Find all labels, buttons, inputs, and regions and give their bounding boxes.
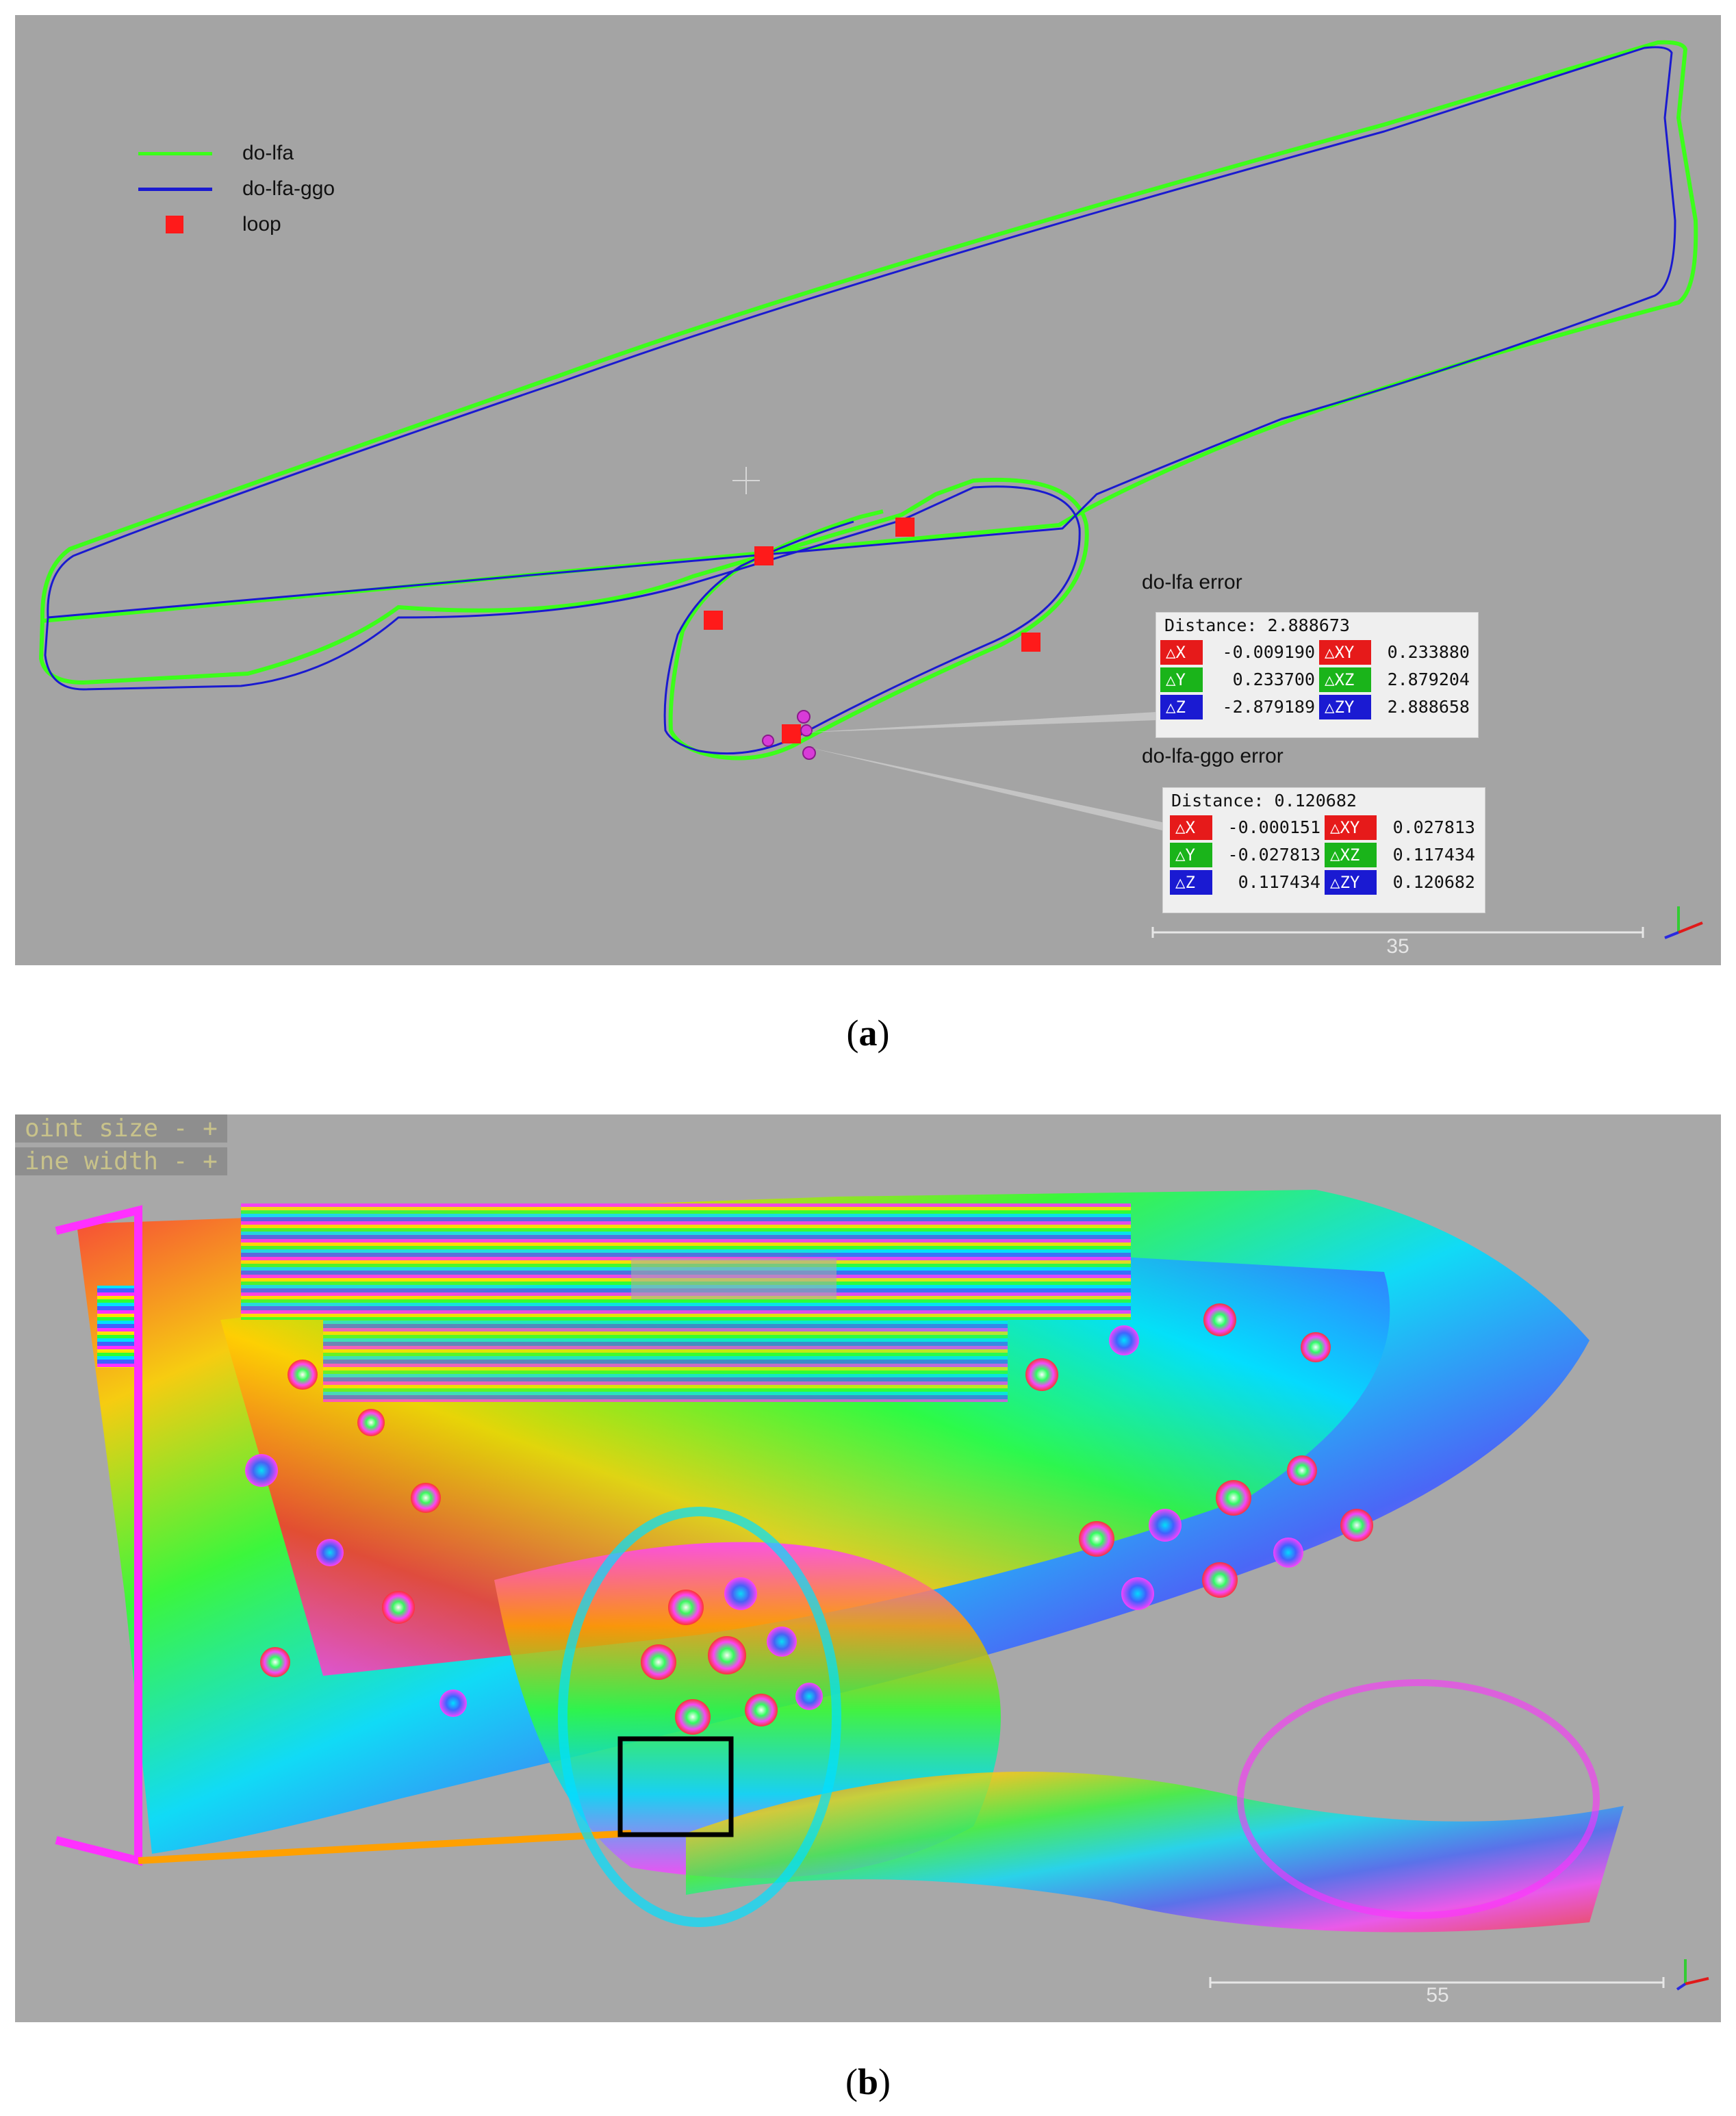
axis-gizmo bbox=[1664, 906, 1703, 939]
error-title: do-lfa-ggo error bbox=[1142, 745, 1284, 767]
trajectory-canvas[interactable] bbox=[15, 15, 1721, 965]
delta-y-label: △Y bbox=[1160, 667, 1203, 692]
point-size-control[interactable]: oint size - + bbox=[15, 1114, 227, 1143]
delta-x-label: △X bbox=[1160, 640, 1203, 665]
delta-y-label: △Y bbox=[1170, 843, 1212, 867]
delta-x-label: △X bbox=[1170, 815, 1212, 840]
error-row: △Y 0.233700 △XZ 2.879204 bbox=[1156, 667, 1478, 692]
delta-xz-label: △XZ bbox=[1325, 843, 1377, 867]
caption-letter: a bbox=[858, 1012, 878, 1054]
delta-zy-value: 2.888658 bbox=[1387, 697, 1470, 717]
delta-y-value: -0.027813 bbox=[1227, 845, 1320, 865]
highlight-box bbox=[617, 1736, 734, 1837]
scale-bar-label: 35 bbox=[1386, 935, 1409, 958]
error-leader-lines bbox=[804, 712, 1165, 831]
legend-swatch bbox=[138, 152, 212, 155]
delta-xz-label: △XZ bbox=[1319, 667, 1371, 692]
delta-xy-label: △XY bbox=[1319, 640, 1371, 665]
scale-bar bbox=[1151, 927, 1644, 938]
delta-z-value: 0.117434 bbox=[1238, 872, 1320, 892]
loop-marker bbox=[782, 724, 801, 743]
delta-xy-value: 0.233880 bbox=[1387, 642, 1470, 662]
legend-label: do-lfa bbox=[242, 142, 294, 164]
line-width-control[interactable]: ine width - + bbox=[15, 1147, 227, 1175]
delta-xy-label: △XY bbox=[1325, 815, 1377, 840]
loop-marker bbox=[1021, 633, 1041, 652]
legend-swatch bbox=[138, 188, 212, 191]
loop-markers bbox=[704, 518, 1041, 743]
do-lfa-trajectory bbox=[39, 40, 1698, 761]
axis-gizmo bbox=[1676, 1959, 1709, 1991]
caption-letter: b bbox=[857, 2061, 879, 2102]
loop-marker bbox=[754, 546, 774, 565]
delta-z-value: -2.879189 bbox=[1222, 697, 1315, 717]
do-lfa-ggo-trajectory bbox=[44, 46, 1676, 755]
error-row: △X -0.009190 △XY 0.233880 bbox=[1156, 640, 1478, 665]
view-center-crosshair bbox=[732, 467, 760, 494]
loop-marker bbox=[704, 611, 723, 630]
legend-label: loop bbox=[242, 213, 281, 235]
loop-marker bbox=[895, 518, 915, 537]
scale-bar-label: 55 bbox=[1426, 1984, 1449, 2006]
legend-swatch bbox=[166, 216, 183, 233]
error-distance: Distance: 2.888673 bbox=[1164, 615, 1350, 635]
delta-z-label: △Z bbox=[1170, 870, 1212, 895]
error-row: △Z 0.117434 △ZY 0.120682 bbox=[1163, 870, 1485, 895]
point-cloud-viewer-panel[interactable]: oint size - + ine width - + 55 bbox=[15, 1114, 1721, 2022]
point-cloud-canvas[interactable] bbox=[15, 1114, 1721, 2022]
delta-zy-label: △ZY bbox=[1325, 870, 1377, 895]
caption-a: (a) bbox=[846, 1012, 890, 1054]
caption-b: (b) bbox=[845, 2061, 891, 2102]
delta-x-value: -0.009190 bbox=[1222, 642, 1315, 662]
delta-xz-value: 2.879204 bbox=[1387, 670, 1470, 689]
error-row: △X -0.000151 △XY 0.027813 bbox=[1163, 815, 1485, 840]
error-row: △Z -2.879189 △ZY 2.888658 bbox=[1156, 695, 1478, 719]
delta-zy-label: △ZY bbox=[1319, 695, 1371, 719]
delta-x-value: -0.000151 bbox=[1227, 817, 1320, 837]
error-box-do-lfa-ggo: Distance: 0.120682 △X -0.000151 △XY 0.02… bbox=[1162, 787, 1485, 913]
delta-xy-value: 0.027813 bbox=[1392, 817, 1475, 837]
trajectory-viewer-panel[interactable]: do-lfa do-lfa-ggo loop do-lfa error Dist… bbox=[15, 15, 1721, 965]
point-cloud-map bbox=[55, 1190, 1624, 1933]
delta-zy-value: 0.120682 bbox=[1392, 872, 1475, 892]
error-title: do-lfa error bbox=[1142, 571, 1242, 594]
delta-z-label: △Z bbox=[1160, 695, 1203, 719]
legend-label: do-lfa-ggo bbox=[242, 177, 335, 200]
delta-xz-value: 0.117434 bbox=[1392, 845, 1475, 865]
error-distance: Distance: 0.120682 bbox=[1171, 791, 1357, 811]
error-box-do-lfa: Distance: 2.888673 △X -0.009190 △XY 0.23… bbox=[1156, 612, 1479, 738]
delta-y-value: 0.233700 bbox=[1232, 670, 1315, 689]
picked-points bbox=[762, 710, 816, 760]
scale-bar bbox=[1209, 1977, 1665, 1988]
error-row: △Y -0.027813 △XZ 0.117434 bbox=[1163, 843, 1485, 867]
